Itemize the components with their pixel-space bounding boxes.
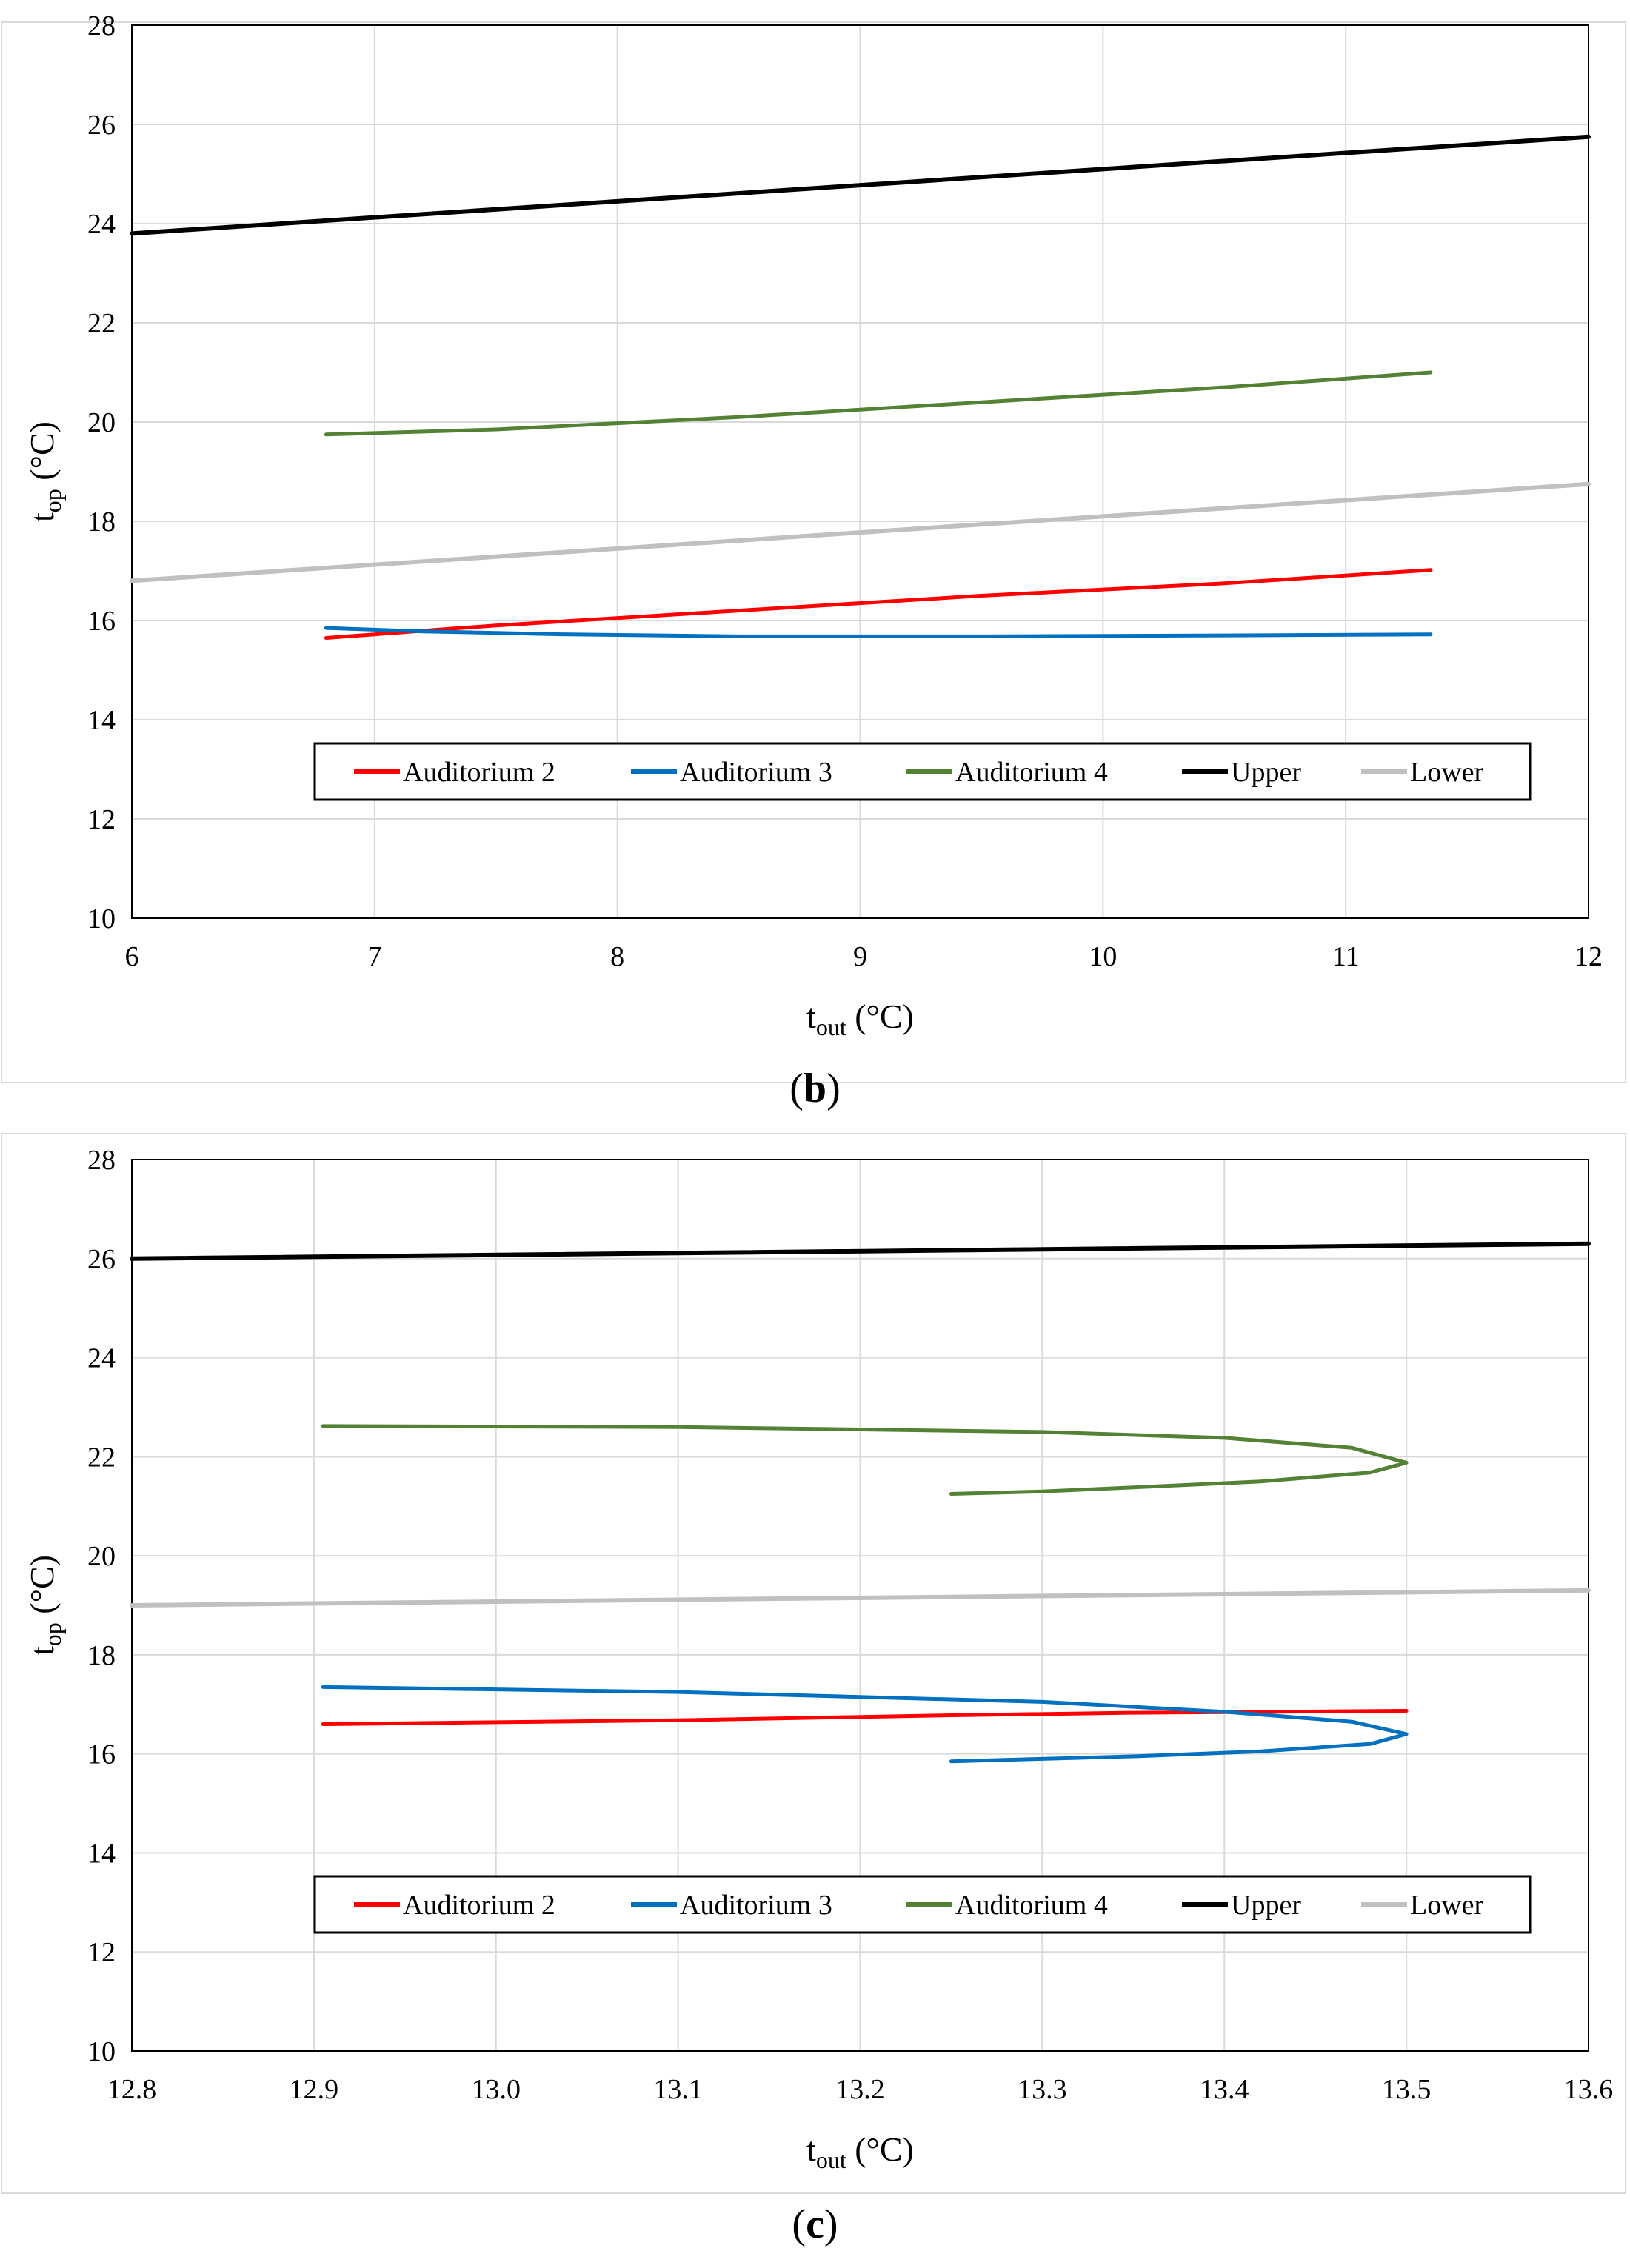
chart-c: 12.8 12.9 13.0 13.1 13.2 13.3 13.4 13.5 13.6 10 12… xyxy=(1,1133,1626,2194)
y-tick-label: 26 xyxy=(87,110,116,141)
y-tick-label: 26 xyxy=(87,1244,116,1275)
x-tick-label: 12.8 xyxy=(107,2074,157,2105)
chart-area-border xyxy=(1,1133,1626,2194)
y-tick-label: 28 xyxy=(87,1145,116,1176)
x-tick-label: 13.2 xyxy=(835,2074,885,2105)
x-tick-label: 10 xyxy=(1089,941,1117,972)
panel-caption-b: (b) xyxy=(789,1066,841,1111)
y-tick-label: 16 xyxy=(87,606,116,637)
panel-caption-c: (c) xyxy=(792,2201,838,2247)
y-tick-label: 20 xyxy=(87,407,116,438)
y-axis-title: top (°C) xyxy=(23,421,66,522)
x-tick-label: 13.5 xyxy=(1382,2074,1432,2105)
legend-label: Auditorium 2 xyxy=(403,1890,555,1921)
x-tick-label: 12 xyxy=(1574,941,1603,972)
legend-label: Auditorium 3 xyxy=(680,757,832,788)
x-axis-title: tout (°C) xyxy=(806,997,914,1040)
x-tick-label: 13.3 xyxy=(1018,2074,1067,2105)
legend-label: Auditorium 4 xyxy=(955,1890,1108,1921)
y-tick-label: 10 xyxy=(87,2036,116,2067)
chart-panel-c: 12.8 12.9 13.0 13.1 13.2 13.3 13.4 13.5 13.6 10 12… xyxy=(0,1133,1630,2268)
series-line-auditorium-3 xyxy=(321,1685,1409,1764)
y-tick-label: 20 xyxy=(87,1541,116,1572)
y-axis-title: top (°C) xyxy=(23,1555,66,1656)
y-tick-label: 12 xyxy=(87,1937,116,1968)
chart-b: 6 7 8 9 10 11 12 10 12 14 16 18 20 22 24 26 28 tout (°C) t… xyxy=(1,10,1626,1083)
x-tick-label: 6 xyxy=(125,941,139,972)
legend-label: Upper xyxy=(1231,757,1301,788)
series-line-auditorium-4 xyxy=(324,370,1433,437)
chart-panel-b: 6 7 8 9 10 11 12 10 12 14 16 18 20 22 24 26 28 tout (°C) t… xyxy=(0,0,1630,1133)
x-tick-label: 7 xyxy=(367,941,381,972)
series-line-auditorium-2 xyxy=(324,568,1433,640)
y-tick-label: 24 xyxy=(87,209,116,240)
y-tick-label: 16 xyxy=(87,1739,116,1770)
series-line-auditorium-4 xyxy=(321,1424,1409,1496)
legend-label: Auditorium 3 xyxy=(680,1890,832,1921)
y-tick-label: 24 xyxy=(87,1343,116,1374)
y-tick-label: 28 xyxy=(87,10,116,41)
y-tick-label: 22 xyxy=(87,1442,116,1473)
legend-label: Upper xyxy=(1231,1890,1301,1921)
x-tick-label: 9 xyxy=(853,941,867,972)
legend-label: Lower xyxy=(1410,1890,1484,1921)
panel-label-c: c xyxy=(806,2201,824,2247)
series-line-auditorium-3 xyxy=(324,626,1433,638)
x-tick-label: 13.0 xyxy=(472,2074,521,2105)
y-tick-label: 18 xyxy=(87,506,116,538)
legend-label: Auditorium 4 xyxy=(955,757,1108,788)
x-axis-title: tout (°C) xyxy=(806,2130,914,2173)
y-tick-label: 14 xyxy=(87,1838,116,1869)
panel-label-b: b xyxy=(803,1066,827,1111)
series-line-upper xyxy=(130,134,1591,236)
x-tick-label: 13.1 xyxy=(653,2074,703,2105)
x-tick-label: 11 xyxy=(1332,941,1360,972)
y-tick-label: 22 xyxy=(87,308,116,339)
y-tick-label: 18 xyxy=(87,1640,116,1671)
x-tick-label: 13.6 xyxy=(1564,2074,1614,2105)
plot-area-border xyxy=(131,24,1589,919)
y-tick-label: 12 xyxy=(87,804,116,835)
chart-area-border xyxy=(1,21,1626,1083)
legend-label: Auditorium 2 xyxy=(403,757,555,788)
series-line-lower xyxy=(130,1588,1591,1608)
x-tick-label: 13.4 xyxy=(1200,2074,1249,2105)
y-tick-label: 10 xyxy=(87,903,116,934)
legend-label: Lower xyxy=(1410,757,1484,788)
series-line-lower xyxy=(130,481,1591,583)
x-tick-label: 12.9 xyxy=(290,2074,339,2105)
series-line-upper xyxy=(130,1241,1591,1261)
x-tick-label: 8 xyxy=(610,941,624,972)
y-tick-label: 14 xyxy=(87,705,116,736)
